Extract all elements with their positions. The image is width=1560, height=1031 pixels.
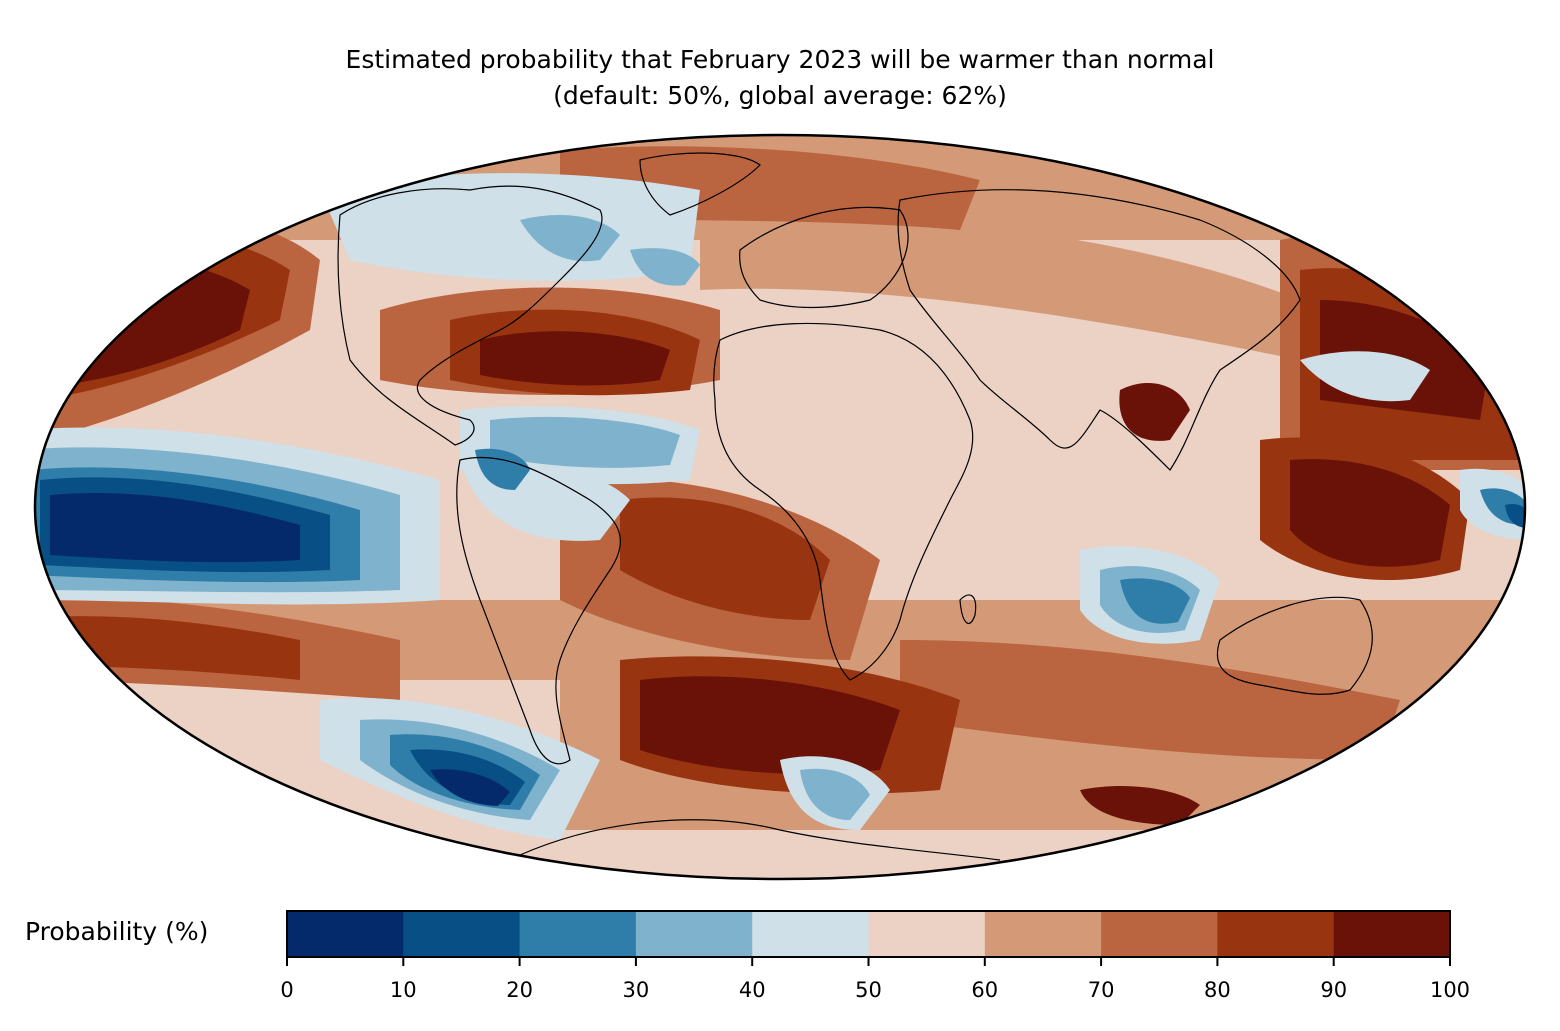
colorbar-label: Probability (%): [25, 917, 209, 946]
title-line-2: (default: 50%, global average: 62%): [553, 81, 1007, 110]
colorbar-tick-label-90: 90: [1320, 978, 1347, 1002]
colorbar-tick-label-40: 40: [739, 978, 766, 1002]
title-line-1: Estimated probability that February 2023…: [345, 45, 1215, 74]
colorbar-bin-0-10: [287, 911, 404, 957]
colorbar-tick-label-30: 30: [623, 978, 650, 1002]
colorbar-tick-label-80: 80: [1204, 978, 1231, 1002]
globe-outline: [33, 133, 1527, 881]
colorbar-bin-70-80: [1101, 911, 1218, 957]
colorbar-bin-40-50: [752, 911, 869, 957]
colorbar-tick-label-20: 20: [506, 978, 533, 1002]
colorbar-tick-label-10: 10: [390, 978, 417, 1002]
colorbar-bin-20-30: [519, 911, 637, 957]
chart-title: Estimated probability that February 2023…: [0, 42, 1560, 114]
colorbar-bin-30-40: [635, 911, 753, 957]
colorbar-tick-label-100: 100: [1430, 978, 1470, 1002]
colorbar-tick-label-0: 0: [280, 978, 293, 1002]
colorbar-tick-label-60: 60: [971, 978, 998, 1002]
world-map: [33, 133, 1527, 881]
colorbar-tick-label-70: 70: [1088, 978, 1115, 1002]
colorbar-tick-label-50: 50: [855, 978, 882, 1002]
colorbar-bin-10-20: [403, 911, 521, 957]
colorbar-bin-60-70: [984, 911, 1102, 957]
colorbar-bin-80-90: [1217, 911, 1335, 957]
colorbar-bin-90-100: [1333, 911, 1451, 957]
coastlines: [337, 152, 1373, 861]
colorbar-bin-50-60: [868, 911, 986, 957]
